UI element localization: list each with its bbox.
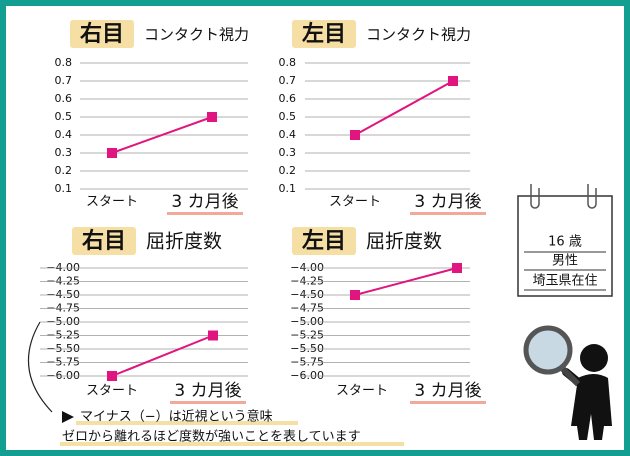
y-tick-label: −4.00	[290, 261, 324, 274]
chart-panel: 右目 コンタクト視力 0.1 0.2 0.3 0.4 0.5 0.6 0.7 0.8 スタート 3 カ…	[55, 20, 249, 215]
data-line	[111, 116, 213, 154]
data-point	[448, 76, 458, 86]
data-line	[354, 80, 454, 136]
profile-age: 16 歳	[548, 235, 582, 250]
clip	[587, 184, 597, 209]
x-tick-label: スタート	[336, 384, 388, 399]
y-tick-label: 0.8	[55, 56, 73, 69]
badge-text: 右目	[82, 229, 126, 254]
badge-text: 左目	[302, 228, 346, 254]
badge	[292, 227, 356, 255]
y-tick-label: 0.6	[279, 92, 297, 105]
y-tick-label: −5.25	[46, 329, 80, 342]
y-tick-label: 0.1	[55, 182, 73, 195]
y-tick-label: 0.6	[55, 92, 73, 105]
badge	[72, 227, 136, 255]
note-arrow	[27, 321, 53, 413]
label-underline	[410, 212, 486, 215]
profile-sex: 男性	[552, 254, 578, 269]
note-highlight	[60, 442, 404, 446]
y-tick-label: −5.50	[290, 342, 324, 355]
badge	[70, 20, 134, 48]
y-tick-label: 0.2	[55, 164, 73, 177]
y-tick-label: −4.50	[46, 288, 80, 301]
label-underline	[167, 212, 243, 215]
y-tick-label: 0.1	[279, 182, 297, 195]
y-tick-label: 0.4	[279, 128, 297, 141]
profile-residence: 埼玉県在住	[532, 274, 597, 289]
data-point	[208, 330, 218, 341]
badge-text: 右目	[80, 22, 124, 47]
y-tick-label: 0.3	[55, 146, 73, 159]
y-tick-label: 0.4	[55, 128, 73, 141]
y-tick-label: −5.75	[290, 356, 324, 369]
x-tick-label: 3 カ月後	[174, 381, 241, 401]
y-tick-label: 0.3	[279, 146, 297, 159]
data-line	[111, 334, 214, 377]
chart-panel: 左目 コンタクト視力 0.1 0.2 0.3 0.4 0.5 0.6 0.7 0.8 スタート 3 カ…	[279, 20, 486, 215]
y-tick-label: 0.2	[279, 164, 297, 177]
y-tick-label: −4.50	[290, 288, 324, 301]
x-tick-label: スタート	[86, 195, 138, 210]
y-tick-label: −4.00	[46, 261, 80, 274]
y-tick-label: 0.7	[55, 74, 73, 87]
y-tick-label: −4.25	[46, 275, 80, 288]
y-tick-label: −5.50	[46, 342, 80, 355]
profile-card: 16 歳 男性 埼玉県在住	[517, 184, 613, 297]
x-tick-label: スタート	[86, 384, 138, 399]
note-text: ゼロから離れるほど度数が強いことを表しています	[62, 429, 361, 445]
chart-title: コンタクト視力	[144, 26, 249, 44]
data-point	[107, 371, 117, 381]
card	[517, 195, 613, 297]
chart-title: 屈折度数	[366, 231, 442, 253]
y-tick-label: −4.75	[290, 302, 324, 315]
data-point	[350, 130, 360, 140]
x-tick-label: 3 カ月後	[414, 192, 481, 212]
note-text: マイナス（−）は近視という意味	[80, 409, 273, 425]
badge-text: 左目	[302, 21, 346, 47]
x-tick-label: 3 カ月後	[171, 192, 238, 212]
y-tick-label: −4.75	[46, 302, 80, 315]
y-tick-label: 0.7	[279, 74, 297, 87]
badge	[292, 20, 356, 48]
y-tick-label: −4.25	[290, 275, 324, 288]
chart-panel: 左目 屈折度数 −6.00−5.75−5.50−5.25−5.00−4.75−4.5…	[290, 227, 486, 404]
y-tick-label: −5.25	[290, 329, 324, 342]
chart-title: 屈折度数	[146, 231, 222, 253]
y-tick-label: −5.00	[290, 315, 324, 328]
y-tick-label: 0.8	[279, 56, 297, 69]
y-tick-label: −6.00	[290, 369, 324, 382]
x-tick-label: スタート	[329, 195, 381, 210]
chart-title: コンタクト視力	[366, 26, 471, 44]
y-tick-label: 0.5	[55, 110, 73, 123]
y-tick-label: −5.75	[46, 356, 80, 369]
label-underline	[410, 401, 486, 404]
y-tick-label: 0.5	[279, 110, 297, 123]
data-line	[354, 267, 458, 296]
data-point	[452, 263, 462, 273]
clip	[530, 184, 540, 209]
y-tick-label: −5.00	[46, 315, 80, 328]
figure-illustration	[523, 325, 612, 440]
note-highlight	[76, 421, 298, 425]
x-tick-label: 3 カ月後	[414, 381, 481, 401]
chart-panel: 右目 屈折度数 −6.00−5.75−5.50−5.25−5.00−4.75−4.5…	[40, 227, 248, 404]
y-tick-label: −6.00	[46, 369, 80, 382]
data-point	[350, 290, 360, 300]
label-underline	[170, 401, 246, 404]
note-triangle	[62, 411, 74, 423]
data-point	[207, 112, 217, 122]
data-point	[107, 148, 117, 158]
